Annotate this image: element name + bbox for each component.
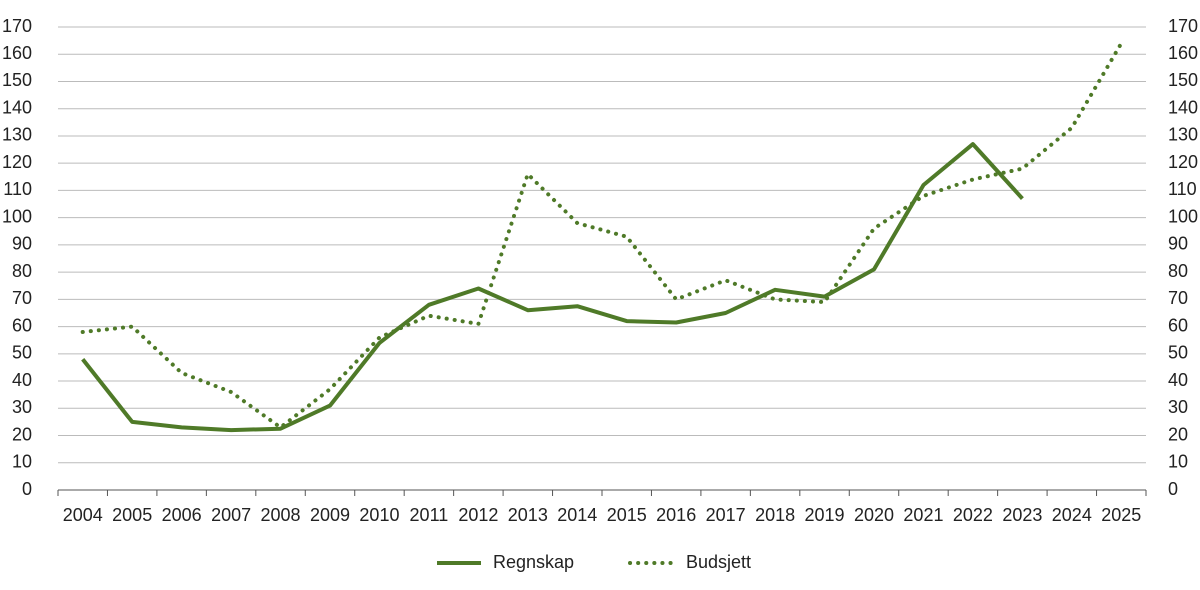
y-tick-label: 140 bbox=[2, 97, 32, 117]
series-line bbox=[80, 41, 1124, 430]
x-tick-label: 2025 bbox=[1101, 505, 1141, 525]
x-tick-label: 2019 bbox=[805, 505, 845, 525]
x-tick-label: 2020 bbox=[854, 505, 894, 525]
x-tick-label: 2016 bbox=[656, 505, 696, 525]
y2-tick-label: 30 bbox=[1168, 397, 1188, 417]
y2-tick-label: 140 bbox=[1168, 97, 1198, 117]
legend-label: Regnskap bbox=[493, 552, 574, 572]
y-tick-label: 50 bbox=[12, 343, 32, 363]
y-tick-label: 110 bbox=[3, 179, 32, 199]
x-tick-label: 2008 bbox=[261, 505, 301, 525]
x-tick-label: 2023 bbox=[1002, 505, 1042, 525]
y-tick-label: 0 bbox=[22, 479, 32, 499]
y-tick-label: 10 bbox=[12, 452, 32, 472]
x-tick-label: 2024 bbox=[1052, 505, 1092, 525]
x-tick-label: 2004 bbox=[63, 505, 103, 525]
x-tick-label: 2009 bbox=[310, 505, 350, 525]
y-tick-label: 60 bbox=[12, 315, 32, 335]
y-tick-label: 160 bbox=[2, 43, 32, 63]
y2-tick-label: 100 bbox=[1168, 206, 1198, 226]
y2-tick-label: 20 bbox=[1168, 424, 1188, 444]
x-tick-label: 2021 bbox=[903, 505, 943, 525]
y-tick-label: 150 bbox=[2, 70, 32, 90]
y2-tick-label: 120 bbox=[1168, 152, 1198, 172]
x-tick-label: 2007 bbox=[211, 505, 251, 525]
y2-tick-label: 60 bbox=[1168, 315, 1188, 335]
y2-tick-label: 110 bbox=[1168, 179, 1197, 199]
y-tick-label: 170 bbox=[2, 16, 32, 36]
y-tick-label: 80 bbox=[12, 261, 32, 281]
x-tick-label: 2005 bbox=[112, 505, 152, 525]
y-tick-label: 20 bbox=[12, 424, 32, 444]
x-tick-label: 2014 bbox=[557, 505, 597, 525]
x-tick-label: 2006 bbox=[162, 505, 202, 525]
x-tick-label: 2022 bbox=[953, 505, 993, 525]
y2-tick-label: 70 bbox=[1168, 288, 1188, 308]
x-tick-label: 2013 bbox=[508, 505, 548, 525]
y-tick-label: 130 bbox=[2, 125, 32, 145]
series-line bbox=[81, 142, 1024, 433]
x-tick-label: 2010 bbox=[359, 505, 399, 525]
x-tick-label: 2015 bbox=[607, 505, 647, 525]
x-tick-label: 2017 bbox=[706, 505, 746, 525]
y-tick-label: 90 bbox=[12, 234, 32, 254]
y-tick-label: 120 bbox=[2, 152, 32, 172]
y-tick-label: 40 bbox=[12, 370, 32, 390]
y2-tick-label: 130 bbox=[1168, 125, 1198, 145]
x-tick-label: 2012 bbox=[458, 505, 498, 525]
y-tick-label: 100 bbox=[2, 206, 32, 226]
y2-tick-label: 90 bbox=[1168, 234, 1188, 254]
y2-tick-label: 10 bbox=[1168, 452, 1188, 472]
y-tick-label: 30 bbox=[12, 397, 32, 417]
y2-tick-label: 40 bbox=[1168, 370, 1188, 390]
y2-tick-label: 160 bbox=[1168, 43, 1198, 63]
legend-label: Budsjett bbox=[686, 552, 751, 572]
y2-tick-label: 80 bbox=[1168, 261, 1188, 281]
y-tick-label: 70 bbox=[12, 288, 32, 308]
y2-tick-label: 150 bbox=[1168, 70, 1198, 90]
x-tick-label: 2011 bbox=[410, 505, 449, 525]
y2-tick-label: 0 bbox=[1168, 479, 1178, 499]
y2-tick-label: 50 bbox=[1168, 343, 1188, 363]
y2-tick-label: 170 bbox=[1168, 16, 1198, 36]
x-tick-label: 2018 bbox=[755, 505, 795, 525]
